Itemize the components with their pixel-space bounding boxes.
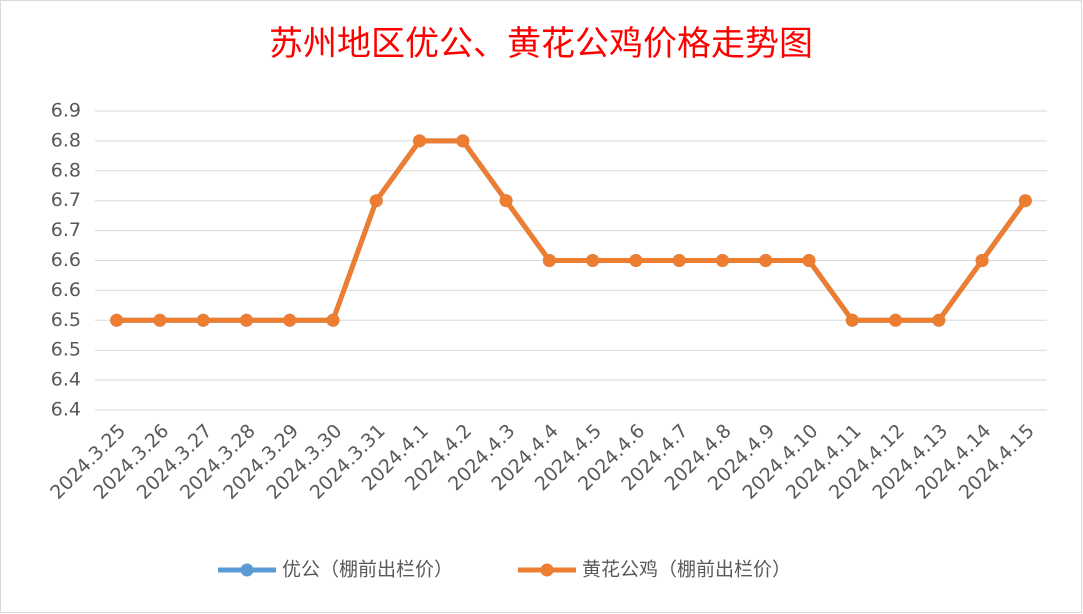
data-point [413,134,427,148]
y-tick-label: 6.7 [51,189,81,211]
y-tick-label: 6.5 [51,339,81,361]
y-tick-label: 6.6 [51,249,81,271]
legend-marker [540,563,554,577]
y-tick-label: 6.4 [51,369,81,391]
y-tick-label: 6.6 [51,279,81,301]
data-point [283,313,297,327]
data-point [110,313,124,327]
data-point [672,254,686,267]
legend-marker [240,563,254,577]
y-tick-label: 6.9 [51,100,81,122]
y-tick-label: 6.4 [51,399,81,421]
data-point [759,254,773,267]
data-point [715,254,729,267]
data-point [889,313,903,327]
data-point [586,254,600,267]
legend-label: 黄花公鸡（棚前出栏价） [582,559,791,581]
data-point [499,194,513,208]
y-tick-label: 6.8 [51,129,81,151]
data-point [1018,194,1032,208]
chart-title: 苏州地区优公、黄花公鸡价格走势图 [269,24,813,64]
data-point [153,313,167,327]
series-line [116,138,1028,323]
data-point [196,313,210,327]
legend-label: 优公（棚前出栏价） [282,559,453,581]
data-point [845,313,859,327]
data-point [629,254,643,267]
data-point [369,194,383,208]
data-point [802,254,816,267]
y-tick-label: 6.8 [51,159,81,181]
data-point [932,313,946,327]
data-point [975,254,989,267]
y-tick-label: 6.5 [51,309,81,331]
y-tick-label: 6.7 [51,219,81,241]
data-point [542,254,556,267]
data-point [239,313,253,327]
data-point [456,134,470,148]
data-point [326,313,340,327]
